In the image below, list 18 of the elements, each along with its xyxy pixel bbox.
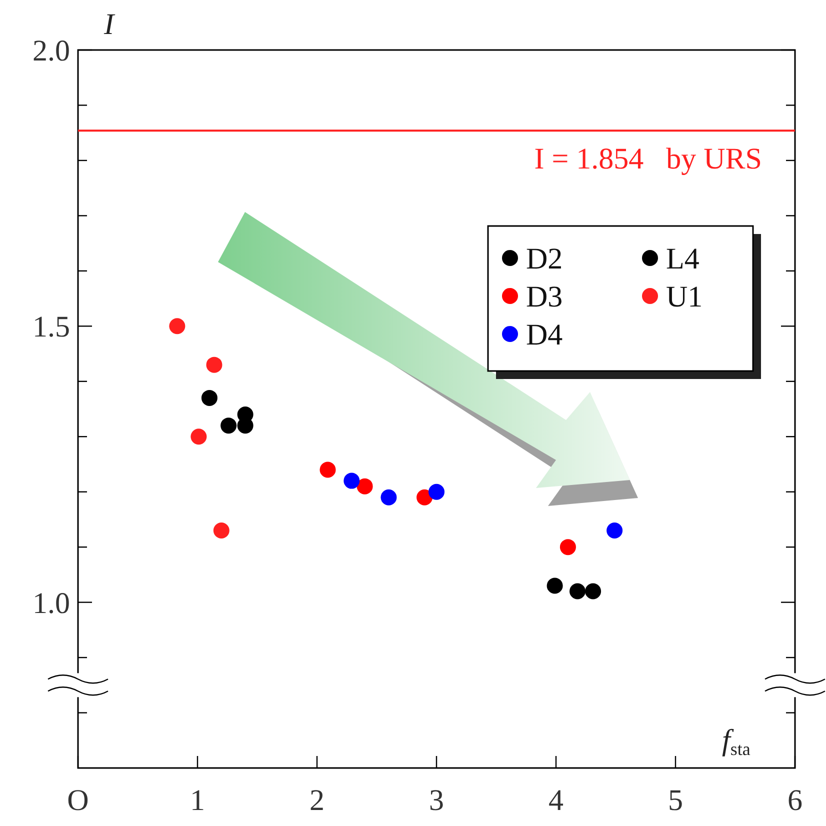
y-tick-label: 1.0 [32,586,70,620]
y-tick-label: 2.0 [32,34,70,68]
y-axis-title: I [103,8,116,41]
x-tick-label: 5 [668,784,683,817]
x-axis-title: f$_{sta}$ [722,724,750,758]
x-tick-label: 2 [310,784,324,817]
x-tick-label: 6 [788,784,802,817]
legend-label: U1 [666,280,703,314]
legend-label: D3 [526,280,563,314]
legend-label: D2 [526,242,563,276]
x-tick-label: 4 [548,784,564,817]
y-tick-label: 1.5 [32,310,70,344]
legend-label: L4 [666,242,700,276]
legend-label: D4 [526,318,563,352]
ref-line-label: I = 1.854 by URS [534,142,762,176]
x-tick-label: 3 [429,784,444,817]
x-tick-label: O [67,784,89,817]
x-tick-label: 1 [190,784,205,817]
